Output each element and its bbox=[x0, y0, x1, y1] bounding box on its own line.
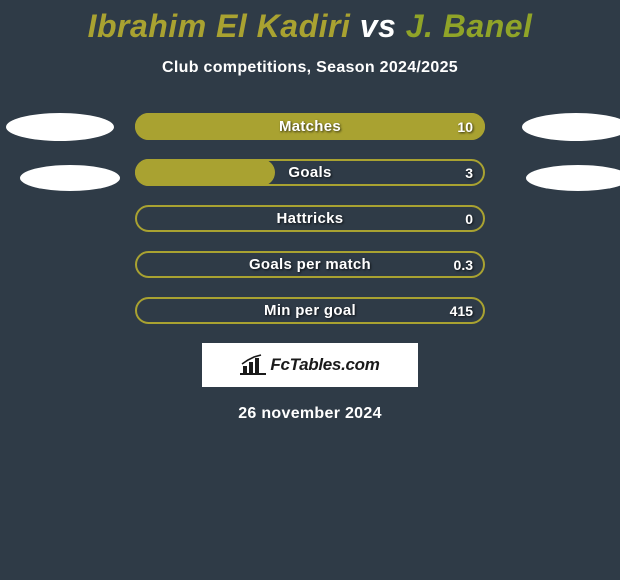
subtitle: Club competitions, Season 2024/2025 bbox=[0, 59, 620, 77]
logo-text: FcTables.com bbox=[270, 355, 379, 375]
stat-bar: Min per goal415 bbox=[135, 297, 485, 324]
stat-bar-label: Goals per match bbox=[135, 251, 485, 278]
stat-bar-value: 0.3 bbox=[454, 251, 473, 278]
stat-bar-label: Goals bbox=[135, 159, 485, 186]
stat-bar-label: Hattricks bbox=[135, 205, 485, 232]
stat-bar-value: 0 bbox=[465, 205, 473, 232]
avatar-placeholder-right-2 bbox=[526, 165, 620, 191]
stat-bars: Matches10 Goals3 Hattricks0 Goals per match… bbox=[135, 113, 485, 324]
title: Ibrahim El Kadiri vs J. Banel bbox=[0, 8, 620, 45]
vs-text: vs bbox=[360, 8, 397, 44]
logo-chart-icon bbox=[240, 354, 266, 376]
avatar-placeholder-left-2 bbox=[20, 165, 120, 191]
logo: FcTables.com bbox=[240, 354, 379, 376]
stat-bar-value: 3 bbox=[465, 159, 473, 186]
stat-bar-label: Min per goal bbox=[135, 297, 485, 324]
date: 26 november 2024 bbox=[0, 405, 620, 423]
stat-bar: Goals3 bbox=[135, 159, 485, 186]
avatar-placeholder-left-1 bbox=[6, 113, 114, 141]
player2-name: J. Banel bbox=[406, 8, 533, 44]
comparison-card: Ibrahim El Kadiri vs J. Banel Club compe… bbox=[0, 0, 620, 423]
stat-bar: Goals per match0.3 bbox=[135, 251, 485, 278]
logo-box: FcTables.com bbox=[202, 343, 418, 387]
player1-name: Ibrahim El Kadiri bbox=[88, 8, 351, 44]
stat-bar-value: 10 bbox=[457, 113, 473, 140]
stat-bar-value: 415 bbox=[450, 297, 473, 324]
stats-area: Matches10 Goals3 Hattricks0 Goals per match… bbox=[0, 113, 620, 324]
stat-bar-label: Matches bbox=[135, 113, 485, 140]
stat-bar: Matches10 bbox=[135, 113, 485, 140]
stat-bar: Hattricks0 bbox=[135, 205, 485, 232]
avatar-placeholder-right-1 bbox=[522, 113, 620, 141]
